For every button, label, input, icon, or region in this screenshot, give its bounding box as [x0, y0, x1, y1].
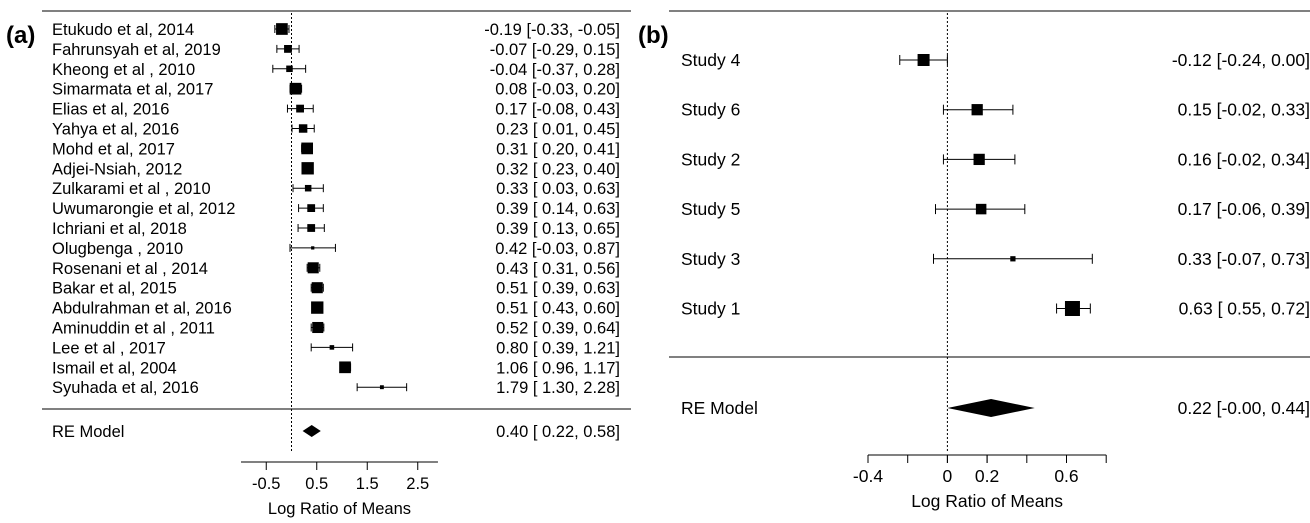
- summary-label: RE Model: [681, 398, 758, 418]
- x-axis-title: Log Ratio of Means: [911, 491, 1063, 511]
- study-label: Yahya et al, 2016: [52, 121, 179, 139]
- ci-value: -0.12 [-0.24, 0.00]: [1172, 50, 1310, 70]
- ci-value: -0.07 [-0.29, 0.15]: [490, 41, 620, 59]
- study-label: Ichriani et al, 2018: [52, 220, 187, 238]
- study-label: Study 2: [681, 149, 740, 169]
- x-tick-label: 1.5: [356, 475, 379, 493]
- ci-value: -0.19 [-0.33, -0.05]: [484, 21, 620, 39]
- x-tick-label: 0.2: [975, 466, 999, 486]
- x-tick-label: 0.6: [1054, 466, 1078, 486]
- study-label: Mohd et al, 2017: [52, 140, 175, 158]
- study-label: Bakar et al, 2015: [52, 280, 177, 298]
- point-estimate: [311, 282, 323, 294]
- study-label: Simarmata et al, 2017: [52, 81, 213, 99]
- point-estimate: [276, 23, 288, 35]
- study-label: Ismail et al, 2004: [52, 359, 177, 377]
- ci-value: 0.42 [-0.03, 0.87]: [495, 240, 620, 258]
- study-label: Olugbenga , 2010: [52, 240, 183, 258]
- study-label: Study 4: [681, 50, 741, 70]
- study-label: Lee et al , 2017: [52, 339, 166, 357]
- ci-value: 1.06 [ 0.96, 1.17]: [496, 359, 620, 377]
- ci-value: 0.15 [-0.02, 0.33]: [1178, 100, 1310, 120]
- point-estimate: [1010, 256, 1016, 262]
- study-label: Study 6: [681, 100, 740, 120]
- point-estimate: [329, 345, 335, 350]
- x-tick-label: 2.5: [406, 475, 429, 493]
- study-label: Abdulrahman et al, 2016: [52, 300, 232, 318]
- point-estimate: [312, 321, 324, 334]
- x-tick-label: 0.5: [305, 475, 328, 493]
- ci-value: 0.52 [ 0.39, 0.64]: [496, 320, 620, 338]
- ci-value: 0.39 [ 0.14, 0.63]: [496, 200, 620, 218]
- point-estimate: [975, 203, 987, 215]
- study-label: Study 5: [681, 199, 740, 219]
- study-label: Fahrunsyah et al, 2019: [52, 41, 221, 59]
- ci-value: 0.51 [ 0.43, 0.60]: [496, 300, 620, 318]
- study-label: Study 3: [681, 249, 740, 269]
- ci-value: 1.79 [ 1.30, 2.28]: [496, 379, 620, 397]
- point-estimate: [296, 104, 304, 113]
- ci-value: 0.08 [-0.03, 0.20]: [495, 81, 620, 99]
- point-estimate: [971, 104, 983, 116]
- ci-value: -0.04 [-0.37, 0.28]: [490, 61, 620, 79]
- point-estimate: [284, 45, 292, 53]
- ci-value: 0.31 [ 0.20, 0.41]: [496, 140, 620, 158]
- x-axis-title: Log Ratio of Means: [268, 500, 411, 518]
- study-label: Aminuddin et al , 2011: [52, 320, 215, 338]
- point-estimate: [301, 162, 314, 175]
- study-label: Rosenani et al , 2014: [52, 260, 208, 278]
- point-estimate: [307, 204, 316, 212]
- study-label: Adjei-Nsiah, 2012: [52, 160, 182, 178]
- ci-value: 0.33 [-0.07, 0.73]: [1178, 249, 1310, 269]
- study-label: Zulkarami et al , 2010: [52, 180, 211, 198]
- ci-value: 0.17 [-0.08, 0.43]: [495, 101, 620, 119]
- panel-a: (a) Etukudo et al, 2014 -0.19 [-0.33, -0.…: [6, 10, 631, 518]
- ci-value: 0.39 [ 0.13, 0.65]: [496, 220, 620, 238]
- panel-b-marks: Study 4 -0.12 [-0.24, 0.00] Study 6 0.15 [-…: [681, 13, 1310, 511]
- point-estimate: [1064, 301, 1080, 316]
- point-estimate: [311, 301, 324, 314]
- ci-value: 0.33 [ 0.03, 0.63]: [496, 180, 620, 198]
- x-tick-label: -0.4: [853, 466, 883, 486]
- study-label: Etukudo et al, 2014: [52, 21, 194, 39]
- summary-ci-value: 0.40 [ 0.22, 0.58]: [496, 423, 620, 441]
- panel-b-label: (b): [638, 22, 669, 49]
- ci-value: 0.32 [ 0.23, 0.40]: [496, 160, 620, 178]
- summary-ci-value: 0.22 [-0.00, 0.44]: [1178, 398, 1310, 418]
- point-estimate: [307, 262, 319, 274]
- ci-value: 0.16 [-0.02, 0.34]: [1178, 149, 1310, 169]
- panel-b: (b) Study 4 -0.12 [-0.24, 0.00] Study 6 0.1…: [638, 10, 1310, 511]
- point-estimate: [298, 124, 308, 133]
- ci-value: 0.23 [ 0.01, 0.45]: [496, 121, 620, 139]
- panel-a-label: (a): [6, 22, 35, 49]
- point-estimate: [307, 224, 316, 232]
- point-estimate: [289, 82, 302, 95]
- ci-value: 0.43 [ 0.31, 0.56]: [496, 260, 620, 278]
- summary-label: RE Model: [52, 423, 124, 441]
- summary-diamond: [302, 425, 321, 437]
- point-estimate: [301, 142, 314, 155]
- point-estimate: [339, 361, 351, 374]
- study-label: Uwumarongie et al, 2012: [52, 200, 235, 218]
- ci-value: 0.80 [ 0.39, 1.21]: [496, 339, 620, 357]
- study-label: Syuhada et al, 2016: [52, 379, 199, 397]
- panel-a-marks: Etukudo et al, 2014 -0.19 [-0.33, -0.05] F…: [52, 13, 620, 518]
- x-tick-label: -0.5: [252, 475, 280, 493]
- point-estimate: [973, 153, 985, 166]
- study-label: Kheong et al , 2010: [52, 61, 195, 79]
- summary-diamond: [947, 399, 1035, 417]
- ci-value: 0.51 [ 0.39, 0.63]: [496, 280, 620, 298]
- ci-value: 0.17 [-0.06, 0.39]: [1178, 199, 1310, 219]
- point-estimate: [379, 385, 384, 390]
- ci-value: 0.63 [ 0.55, 0.72]: [1179, 299, 1310, 319]
- point-estimate: [286, 65, 293, 73]
- point-estimate: [311, 246, 315, 250]
- point-estimate: [917, 54, 930, 66]
- x-tick-label: 0: [943, 466, 953, 486]
- study-label: Elias et al, 2016: [52, 101, 169, 119]
- point-estimate: [304, 184, 312, 192]
- study-label: Study 1: [681, 299, 740, 319]
